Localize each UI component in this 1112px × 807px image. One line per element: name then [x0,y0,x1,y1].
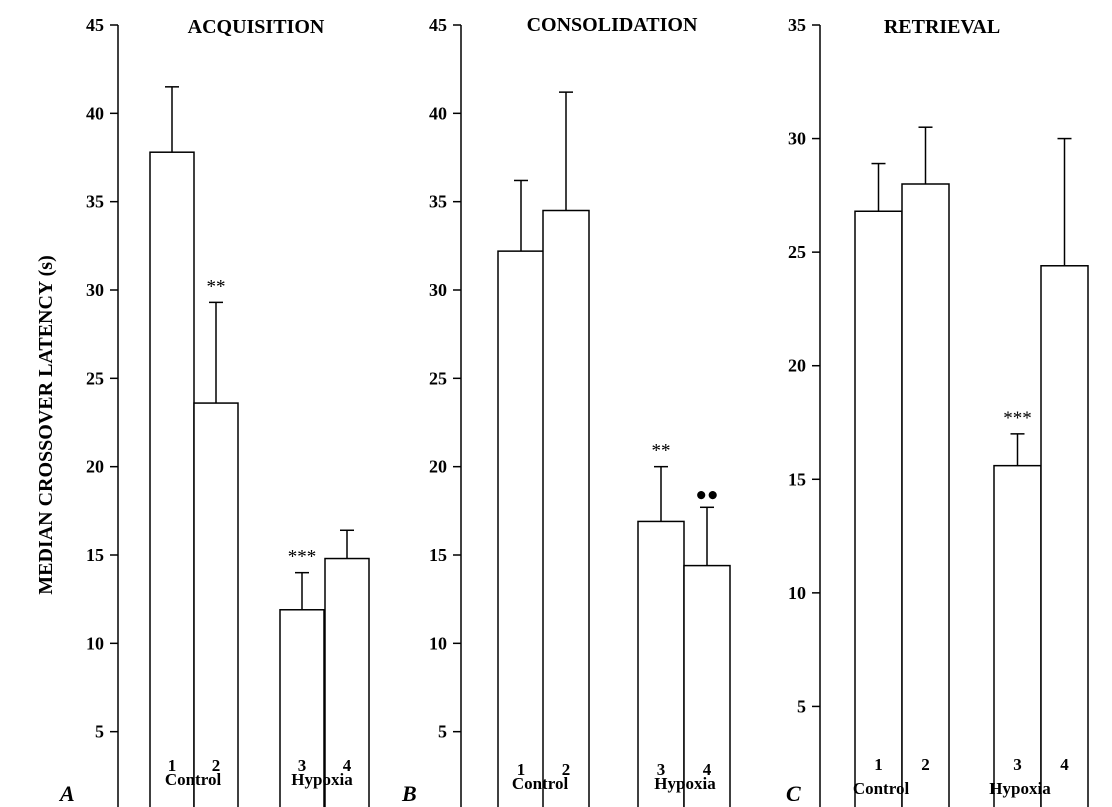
bar [193,402,239,807]
y-tick-label: 35 [86,192,104,212]
y-tick-label: 30 [86,280,104,300]
y-tick-label: 30 [429,280,447,300]
y-tick-label: 5 [95,722,104,742]
y-tick-label: 45 [86,15,104,35]
panel-a: ACQUISITION0510152025303540451**2***34Co… [58,15,370,807]
category-label: 1 [168,756,177,775]
group-label: Hypoxia [291,770,353,789]
y-tick-label: 25 [86,368,104,388]
chart-title: ACQUISITION [188,16,325,38]
category-label: 2 [212,756,221,775]
y-tick-label: 20 [788,356,806,376]
y-tick-label: 30 [788,129,806,149]
y-tick-label: 15 [429,545,447,565]
panel-b: CONSOLIDATION05101520253035404512**3●●4C… [401,14,731,807]
y-axis-label: MEDIAN CROSSOVER LATENCY (s) [35,255,57,594]
y-tick-label: 20 [86,457,104,477]
y-tick-label: 45 [429,15,447,35]
group-label: Control [512,774,569,793]
category-label: 4 [1060,755,1069,774]
y-tick-label: 10 [429,633,447,653]
bar [854,210,903,807]
y-tick-label: 5 [797,696,806,716]
category-label: 4 [703,760,712,779]
group-label: Hypoxia [989,779,1051,798]
bar [149,151,195,807]
panel-letter: C [786,781,801,806]
y-tick-label: 40 [86,103,104,123]
bar [497,250,545,807]
panel-letter: A [58,781,75,806]
category-label: 1 [874,755,883,774]
y-tick-label: 5 [438,722,447,742]
significance-marker: ** [652,441,671,462]
significance-marker: ●● [696,484,719,505]
y-tick-label: 10 [788,583,806,603]
y-tick-label: 10 [86,633,104,653]
category-label: 3 [1013,755,1022,774]
category-label: 2 [921,755,930,774]
group-label: Hypoxia [654,774,716,793]
bar [542,209,590,807]
category-label: 3 [657,760,666,779]
category-label: 1 [517,760,526,779]
significance-marker: *** [1003,408,1032,429]
y-tick-label: 35 [429,192,447,212]
significance-marker: ** [207,276,226,297]
chart-title: CONSOLIDATION [527,14,698,36]
panel-letter: B [401,781,417,806]
y-tick-label: 25 [429,368,447,388]
significance-marker: *** [288,547,317,568]
y-tick-label: 40 [429,103,447,123]
y-tick-label: 25 [788,242,806,262]
y-tick-label: 15 [788,469,806,489]
category-label: 2 [562,760,571,779]
panel-c: RETRIEVAL0510152025303512***34ControlHyp… [786,15,1089,807]
chart-title: RETRIEVAL [884,16,1000,38]
group-label: Control [853,779,910,798]
y-tick-label: 20 [429,457,447,477]
bar [279,609,325,807]
category-label: 3 [298,756,307,775]
bar [901,183,950,807]
category-label: 4 [343,756,352,775]
y-tick-label: 15 [86,545,104,565]
group-label: Control [165,770,222,789]
bar [1040,265,1089,807]
y-tick-label: 35 [788,15,806,35]
